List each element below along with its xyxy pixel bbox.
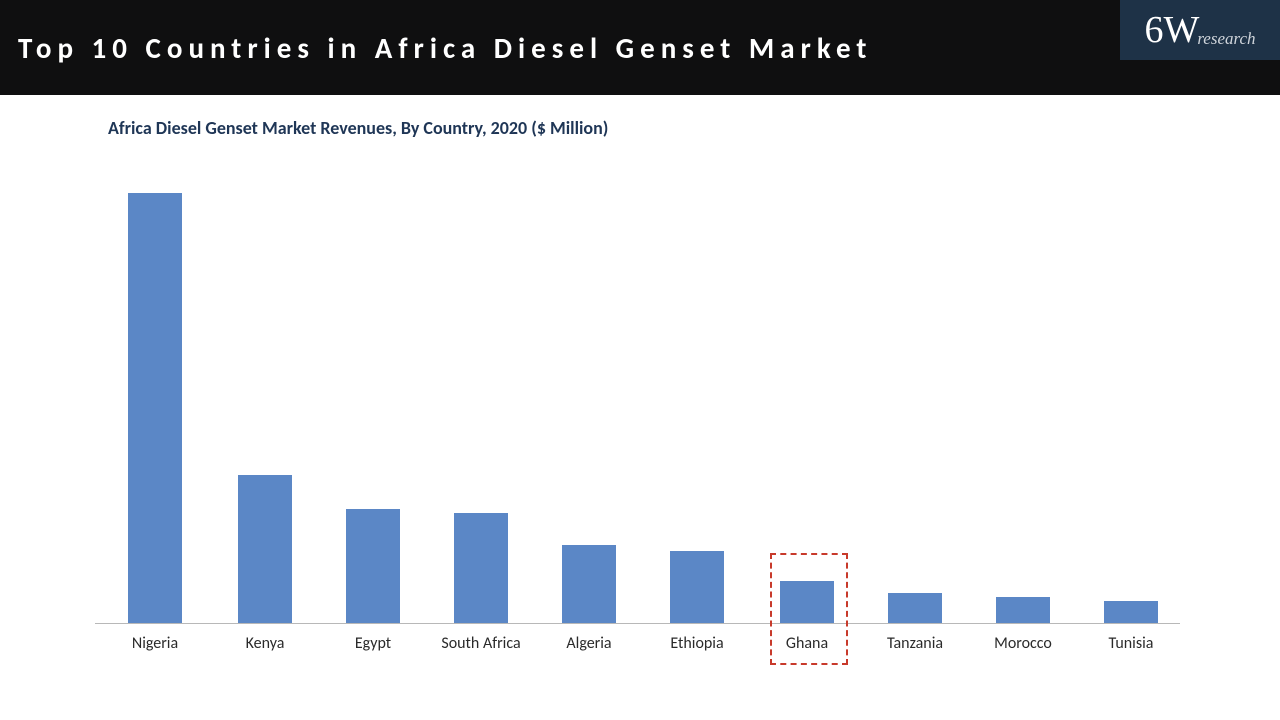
- bar: [454, 513, 508, 623]
- bar: [996, 597, 1050, 623]
- x-axis-labels: NigeriaKenyaEgyptSouth AfricaAlgeriaEthi…: [95, 634, 1180, 664]
- bar: [562, 545, 616, 623]
- bar: [346, 509, 400, 623]
- x-tick-label: Tunisia: [1077, 634, 1185, 653]
- page-title: Top 10 Countries in Africa Diesel Genset…: [18, 30, 872, 66]
- chart-title: Africa Diesel Genset Market Revenues, By…: [108, 117, 1190, 139]
- plot-area: [95, 194, 1180, 624]
- bar: [780, 581, 834, 623]
- chart-region: Africa Diesel Genset Market Revenues, By…: [0, 95, 1280, 664]
- x-tick-label: Tanzania: [861, 634, 969, 653]
- x-tick-label: Egypt: [319, 634, 427, 653]
- bar: [670, 551, 724, 623]
- logo-main-text: 6W: [1144, 8, 1199, 52]
- bar: [128, 193, 182, 623]
- brand-logo: 6W research: [1120, 0, 1280, 60]
- logo-sub-text: research: [1197, 29, 1255, 49]
- x-tick-label: South Africa: [427, 634, 535, 653]
- bar: [888, 593, 942, 623]
- bar: [1104, 601, 1158, 623]
- x-tick-label: Nigeria: [101, 634, 209, 653]
- x-tick-label: Ethiopia: [643, 634, 751, 653]
- x-tick-label: Algeria: [535, 634, 643, 653]
- header-bar: Top 10 Countries in Africa Diesel Genset…: [0, 0, 1280, 95]
- x-tick-label: Kenya: [211, 634, 319, 653]
- bar: [238, 475, 292, 623]
- x-tick-label: Morocco: [969, 634, 1077, 653]
- x-tick-label: Ghana: [753, 634, 861, 653]
